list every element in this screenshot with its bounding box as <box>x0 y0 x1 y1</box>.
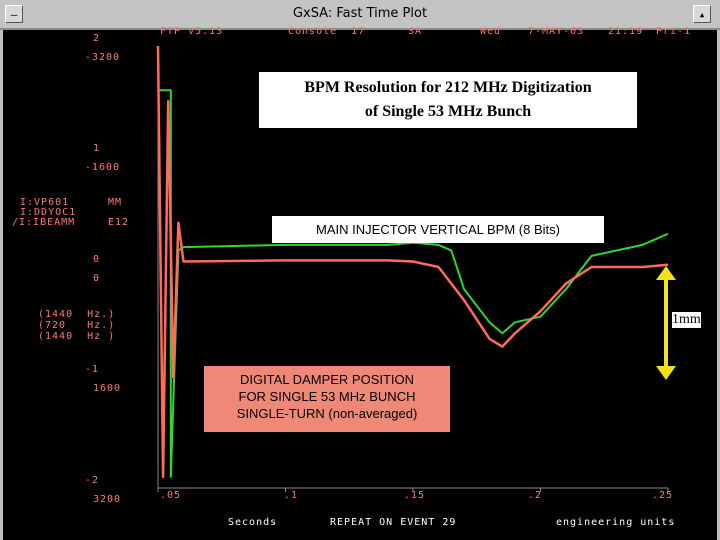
axis-bottom-value: 3200 <box>93 494 122 505</box>
x-tick-label: .25 <box>652 490 674 501</box>
axis-lower-value: 1600 <box>93 383 122 394</box>
x-tick-label: .05 <box>160 490 182 501</box>
x-tick-label: .2 <box>528 490 543 501</box>
units-toggle[interactable]: engineering units <box>556 517 676 528</box>
device-name: I:DDYOC1 <box>20 207 77 218</box>
window-menu-button[interactable]: — <box>5 5 23 23</box>
x-tick-label: .15 <box>404 490 426 501</box>
green-bpm-trace <box>158 89 669 478</box>
red-damper-trace <box>156 45 669 479</box>
device-unit: E12 <box>108 217 130 228</box>
axis-upper-index: 1 <box>93 143 101 154</box>
sample-rate: (1440 Hz.) <box>38 309 116 320</box>
slide-title-line: of Single 53 MHz Bunch <box>364 103 532 120</box>
date-label: 7-MAY-03 <box>528 26 585 37</box>
green-trace-label: MAIN INJECTOR VERTICAL BPM (8 Bits) <box>272 216 604 243</box>
window-titlebar[interactable]: — GxSA: Fast Time Plot ▴ <box>0 0 720 30</box>
window-title: GxSA: Fast Time Plot <box>292 6 428 21</box>
trigger-event: REPEAT ON EVENT 29 <box>330 517 457 528</box>
axis-upper-value: -1600 <box>85 162 121 173</box>
device-unit: MM <box>108 197 123 208</box>
red-trace-label: DIGITAL DAMPER POSITION FOR SINGLE 53 MH… <box>204 366 450 432</box>
console-number: Console 17 <box>288 26 366 37</box>
time-label: 21:19 <box>608 26 644 37</box>
sample-rate: (720 Hz.) <box>38 320 116 331</box>
sa-label: SA <box>408 26 423 37</box>
red-label-line: FOR SINGLE 53 MHz BUNCH <box>238 389 416 404</box>
axis-top-value: -3200 <box>85 52 121 63</box>
maximize-button[interactable]: ▴ <box>693 5 711 23</box>
x-axis-label: Seconds <box>228 517 278 528</box>
scale-arrow-icon <box>656 266 676 380</box>
red-label-line: SINGLE-TURN (non-averaged) <box>236 406 418 421</box>
axis-zero-value: 0 <box>93 273 101 284</box>
device-name: I:VP601 <box>20 197 70 208</box>
red-label-line: DIGITAL DAMPER POSITION <box>239 372 415 387</box>
axis-zero-index: 0 <box>93 254 101 265</box>
scale-bar-label: 1mm <box>672 312 701 328</box>
axis-bottom-index: -2 <box>85 475 100 486</box>
program-version: FTP V5.13 <box>160 26 224 37</box>
x-tick-label: .1 <box>284 490 299 501</box>
priority-label: Pri-1 <box>656 26 692 37</box>
sample-rate: (1440 Hz ) <box>38 331 116 342</box>
device-name: /I:IBEAMM <box>12 217 76 228</box>
axis-top-index: 2 <box>93 33 101 44</box>
slide-title-line: BPM Resolution for 212 MHz Digitization <box>304 79 592 96</box>
day-label: Wed <box>480 26 502 37</box>
slide-title-box: BPM Resolution for 212 MHz Digitization … <box>259 72 637 128</box>
axis-lower-index: -1 <box>85 364 100 375</box>
